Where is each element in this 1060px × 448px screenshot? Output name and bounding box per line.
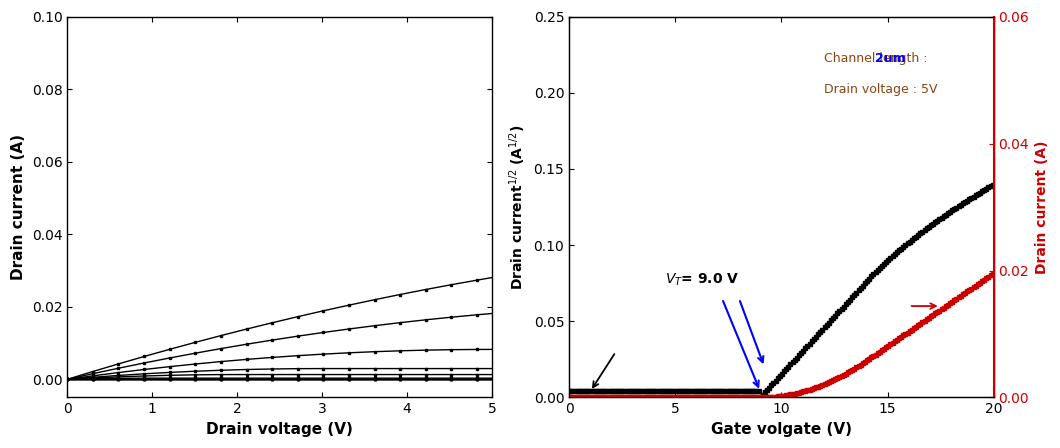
Y-axis label: Drain current$^{1/2}$ (A$^{1/2}$): Drain current$^{1/2}$ (A$^{1/2}$)	[508, 124, 528, 290]
Y-axis label: Drain current (A): Drain current (A)	[11, 134, 26, 280]
X-axis label: Drain voltage (V): Drain voltage (V)	[206, 422, 353, 437]
X-axis label: Gate volgate (V): Gate volgate (V)	[711, 422, 852, 437]
Text: $V_T$= 9.0 V: $V_T$= 9.0 V	[665, 271, 739, 288]
Text: 2um: 2um	[874, 52, 905, 65]
Text: Drain voltage : 5V: Drain voltage : 5V	[824, 83, 937, 96]
Text: Channel length :: Channel length :	[824, 52, 932, 65]
Y-axis label: Drain current (A): Drain current (A)	[1035, 140, 1049, 274]
